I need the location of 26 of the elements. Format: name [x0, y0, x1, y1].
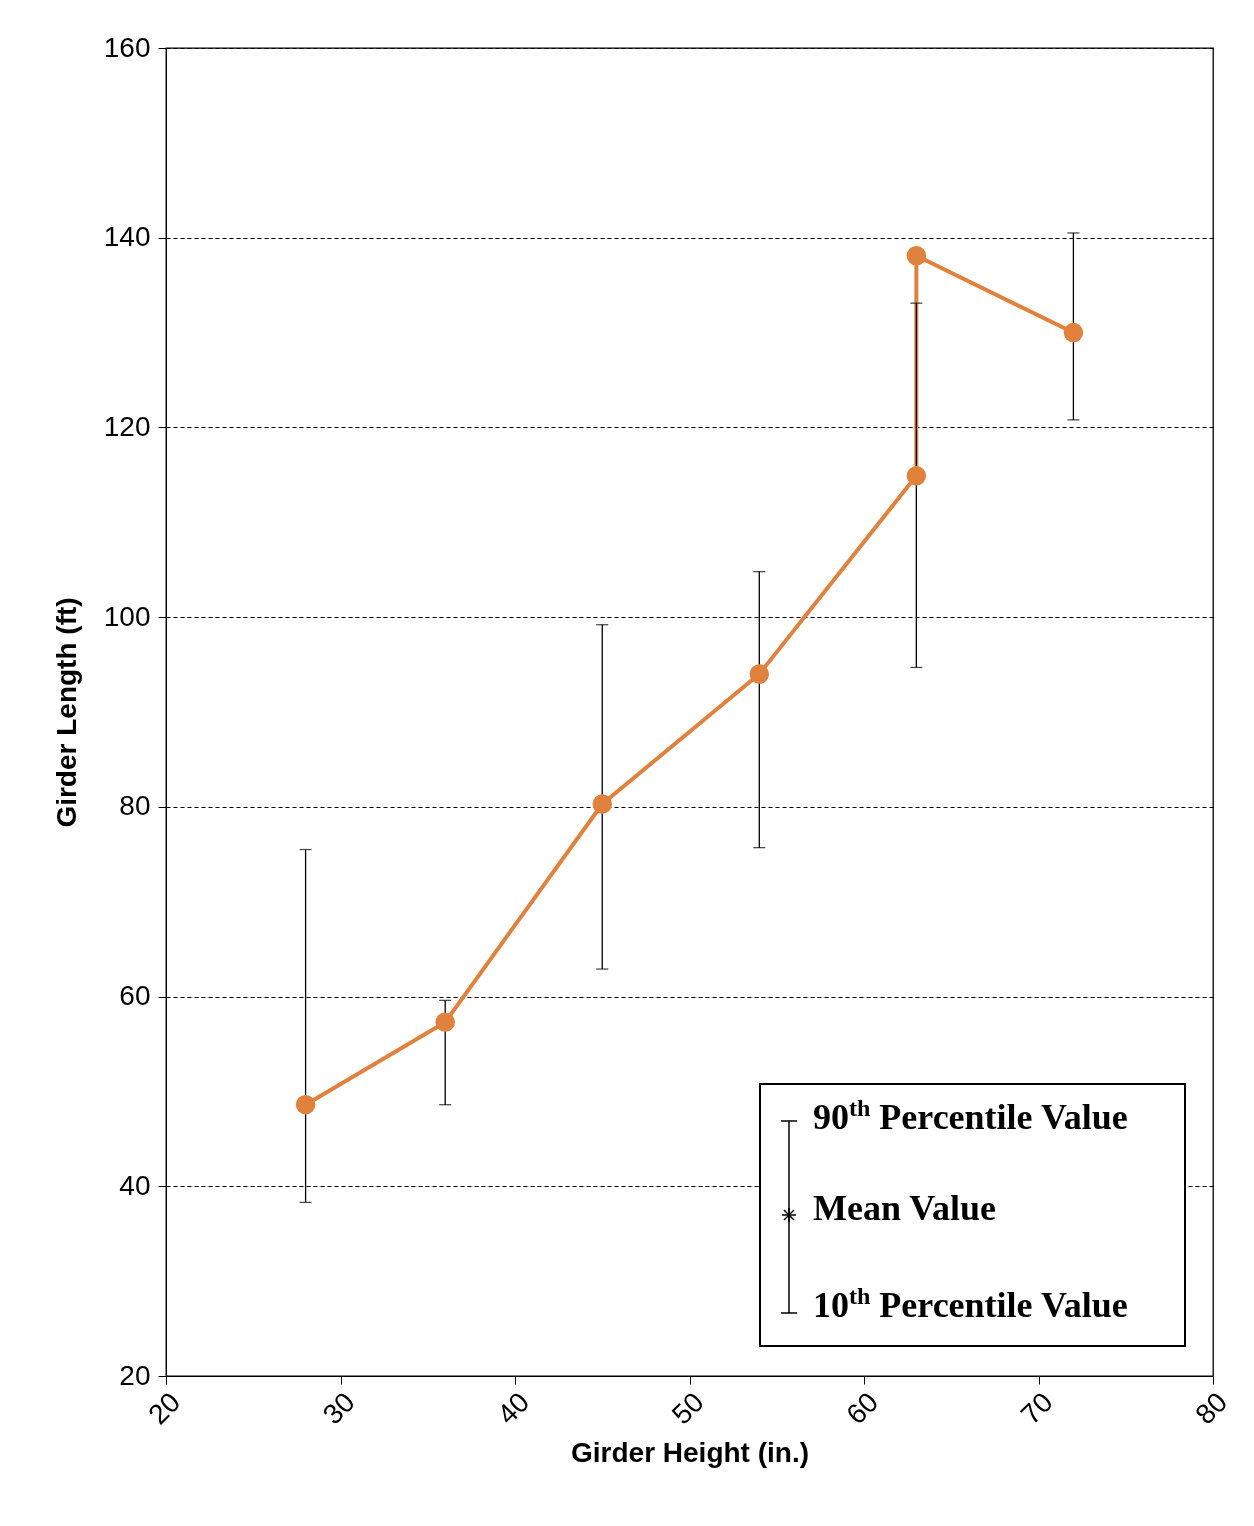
x-axis-title: Girder Height (in.): [571, 1437, 809, 1469]
point: [906, 466, 927, 486]
y-tick-label: 20: [119, 1359, 151, 1391]
point: [1063, 322, 1084, 343]
x-tick-label: 70: [1014, 1386, 1059, 1431]
y-tick-label: 140: [103, 221, 151, 253]
x-tick-label: 40: [491, 1386, 536, 1431]
point: [749, 664, 770, 684]
point: [295, 1094, 316, 1115]
y-tick-label: 160: [103, 31, 151, 63]
x-tick-label: 80: [1189, 1386, 1234, 1431]
point: [592, 794, 612, 814]
x-tick-label: 50: [665, 1386, 710, 1431]
annotation: 10$^{th}$ Percentile Value: [813, 1283, 1128, 1326]
annotation: 90$^{th}$ Percentile Value: [813, 1095, 1128, 1138]
y-tick-label: 40: [119, 1169, 151, 1201]
y-axis-title: Girder Length (ft): [50, 597, 82, 828]
y-tick-label: 120: [103, 410, 151, 442]
y-tick-label: 80: [119, 790, 151, 822]
x-tick-label: 60: [840, 1386, 885, 1431]
y-tick-label: 100: [103, 600, 151, 632]
annotation: Mean Value: [813, 1187, 997, 1229]
x-tick-label: 30: [316, 1386, 361, 1431]
point: [435, 1012, 455, 1032]
point: [906, 246, 927, 266]
y-tick-label: 60: [119, 980, 151, 1012]
